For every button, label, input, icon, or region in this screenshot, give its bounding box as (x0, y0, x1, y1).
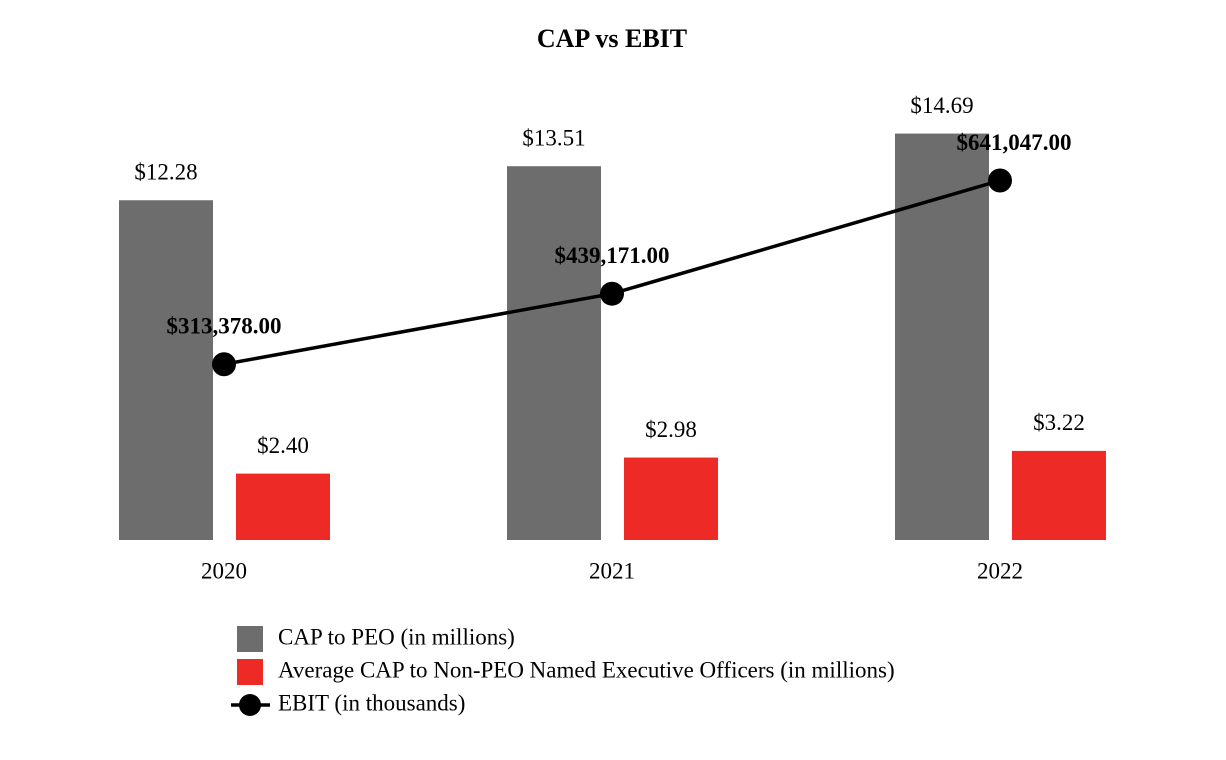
x-tick-label: 2022 (977, 558, 1023, 583)
data-label: $3.22 (1033, 410, 1085, 435)
legend-marker (239, 694, 261, 716)
bar (507, 166, 601, 540)
bar (624, 457, 718, 540)
x-tick-label: 2021 (589, 558, 635, 583)
bar (119, 200, 213, 540)
line-marker (988, 168, 1012, 193)
data-label: $2.98 (645, 417, 697, 442)
line-marker (212, 352, 236, 377)
chart-title: CAP vs EBIT (537, 24, 687, 53)
bar (895, 133, 989, 540)
bar (1012, 450, 1106, 540)
line (223, 178, 1001, 366)
data-label: $439,171.00 (555, 243, 670, 268)
data-label: $641,047.00 (957, 130, 1072, 155)
legend-label: CAP to PEO (in millions) (278, 624, 515, 649)
data-label: $13.51 (522, 126, 585, 151)
x-tick-label: 2020 (201, 558, 247, 583)
legend-label: EBIT (in thousands) (278, 690, 465, 715)
line-marker (600, 281, 624, 306)
legend-swatch (237, 626, 263, 652)
bar (236, 473, 330, 540)
data-label: $313,378.00 (167, 314, 282, 339)
legend-swatch (237, 659, 263, 685)
data-label: $2.40 (257, 433, 309, 458)
data-label: $12.28 (134, 160, 197, 185)
legend-label: Average CAP to Non-PEO Named Executive O… (278, 657, 895, 682)
data-label: $14.69 (910, 93, 973, 118)
